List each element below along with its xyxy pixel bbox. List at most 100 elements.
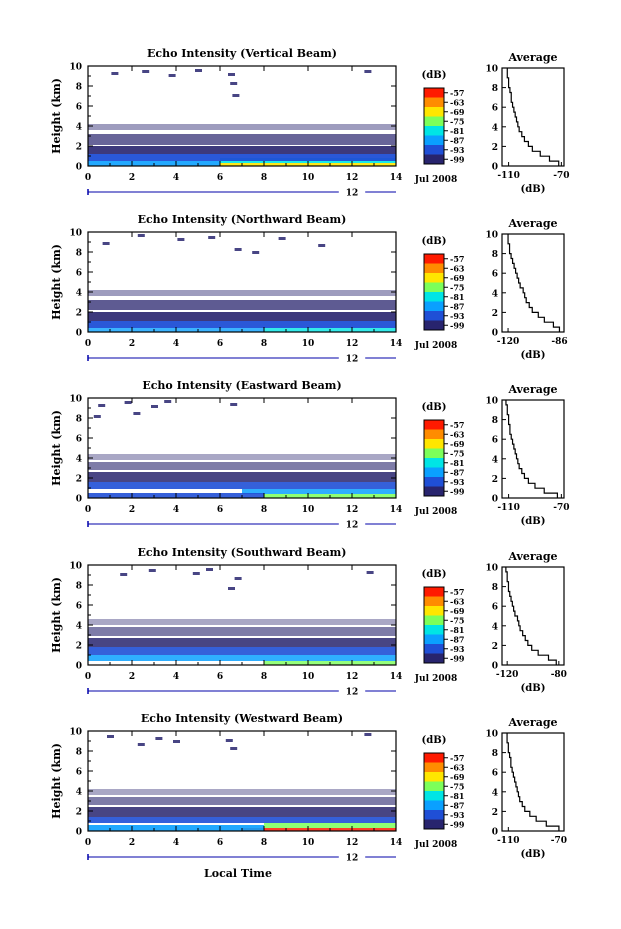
- y-tick-label: 6: [76, 435, 82, 445]
- y-tick-label: 0: [76, 828, 82, 838]
- heatmap-cell: [228, 73, 235, 76]
- profile-y-tick-label: 0: [492, 495, 498, 505]
- colorbar-swatch: [424, 791, 444, 801]
- profile-y-tick-label: 10: [485, 65, 498, 75]
- x-tick-label: 4: [173, 173, 179, 183]
- chart-panel-1: Echo Intensity (Vertical Beam) 0 2 4 6 8 10 0 2 4…: [50, 47, 569, 199]
- profile-y-tick-label: 8: [492, 416, 498, 426]
- profile-title: Average: [507, 550, 557, 563]
- colorbar-tick-label: -57: [450, 88, 464, 98]
- profile-y-tick-label: 4: [492, 622, 498, 632]
- heatmap-band: [88, 797, 396, 805]
- colorbar-tick-label: -87: [450, 634, 464, 644]
- heatmap-cell: [164, 400, 172, 403]
- average-profile: Average 0 2 4 6 8 10 -110 -70 (dB): [485, 51, 569, 195]
- x-tick-label: 0: [85, 339, 91, 349]
- heatmap-cell: [228, 587, 235, 590]
- profile-y-tick-label: 10: [485, 564, 498, 574]
- average-profile: Average 0 2 4 6 8 10 -120 -80 (dB): [485, 550, 566, 694]
- profile-y-tick-label: 2: [492, 642, 498, 652]
- date-label-bg: [338, 685, 366, 695]
- colorbar-swatch: [424, 653, 444, 664]
- colorbar-tick-label: -99: [450, 154, 465, 164]
- x-tick-label: 12: [346, 339, 359, 349]
- x-tick-label: 12: [346, 505, 359, 515]
- y-tick-label: 10: [69, 63, 82, 73]
- y-tick-label: 2: [76, 475, 82, 485]
- date-label: Jul 2008: [414, 674, 457, 684]
- x-axis-label: Local Time: [204, 867, 272, 880]
- y-tick-label: 6: [76, 269, 82, 279]
- heatmap-band: [264, 823, 396, 828]
- chart-panel-4: Echo Intensity (Southward Beam) 0 2 4 6 8 10 0 2…: [50, 546, 567, 698]
- heatmap-cell: [234, 577, 242, 580]
- profile-x-label: (dB): [521, 516, 546, 527]
- colorbar-tick-label: -63: [450, 429, 465, 439]
- profile-x-tick-label: -120: [496, 670, 519, 680]
- heatmap-band: [88, 321, 396, 328]
- y-tick-label: 4: [76, 788, 82, 798]
- colorbar-tick-label: -63: [450, 596, 465, 606]
- profile-y-tick-label: 10: [485, 730, 498, 740]
- heatmap-cell: [234, 248, 242, 251]
- y-tick-label: 4: [76, 455, 82, 465]
- heatmap-band: [242, 489, 396, 494]
- heatmap-cell: [177, 238, 185, 241]
- heatmap-band: [88, 300, 396, 310]
- heatmap-band: [88, 627, 396, 636]
- profile-x-tick-label: -120: [497, 337, 520, 347]
- heatmap-cell: [206, 568, 213, 571]
- profile-x-tick-label: -70: [551, 836, 567, 846]
- chart-title: Echo Intensity (Eastward Beam): [142, 379, 341, 392]
- date-label: Jul 2008: [414, 507, 457, 517]
- heatmap-band: [88, 789, 396, 795]
- colorbar-swatch: [424, 772, 444, 782]
- chart-title: Echo Intensity (Westward Beam): [141, 712, 343, 725]
- y-tick-label: 8: [76, 249, 82, 259]
- heatmap-cell: [137, 234, 145, 237]
- chart-title: Echo Intensity (Southward Beam): [138, 546, 347, 559]
- colorbar: (dB)-57-63-69-75-81-87-93-99: [422, 236, 465, 331]
- heatmap-cell: [151, 405, 158, 408]
- heatmap-cell: [173, 740, 180, 743]
- y-tick-label: 4: [76, 622, 82, 632]
- profile-x-label: (dB): [521, 350, 546, 361]
- colorbar-swatch: [424, 448, 444, 459]
- heatmap-band: [88, 134, 396, 145]
- x-tick-label: 6: [217, 505, 223, 515]
- date-day-label: 12: [346, 688, 359, 698]
- heatmap-cell: [364, 70, 372, 73]
- profile-x-tick-label: -110: [497, 836, 520, 846]
- colorbar-swatch: [424, 477, 444, 487]
- colorbar-tick-label: -69: [450, 772, 465, 782]
- average-profile: Average 0 2 4 6 8 10 -110 -70 (dB): [485, 716, 567, 860]
- heatmap-cell: [318, 244, 326, 247]
- y-tick-label: 0: [76, 495, 82, 505]
- heatmap-cell: [120, 573, 128, 576]
- heatmap-cell: [208, 236, 216, 239]
- x-tick-label: 0: [85, 505, 91, 515]
- profile-y-tick-label: 4: [492, 123, 498, 133]
- colorbar-tick-label: -99: [450, 653, 465, 663]
- colorbar-tick-label: -93: [450, 810, 465, 820]
- heatmap-band: [88, 290, 396, 296]
- chart-panel-3: Echo Intensity (Eastward Beam) 0 2 4 6 8 10 0 2 4…: [50, 379, 569, 531]
- colorbar-frame: [423, 87, 445, 165]
- colorbar-swatch: [424, 819, 444, 830]
- y-tick-label: 2: [76, 143, 82, 153]
- x-tick-label: 4: [173, 505, 179, 515]
- colorbar-swatch: [424, 254, 444, 264]
- colorbar-swatch: [424, 596, 444, 607]
- colorbar-tick-label: -57: [450, 420, 464, 430]
- date-label: Jul 2008: [414, 840, 457, 850]
- heatmap-band: [88, 124, 396, 130]
- colorbar-tick-label: -93: [450, 311, 465, 321]
- heatmap-cell: [98, 404, 106, 407]
- chart-title: Echo Intensity (Vertical Beam): [147, 47, 337, 60]
- date-day-label: 12: [346, 521, 359, 531]
- x-tick-label: 8: [261, 672, 267, 682]
- colorbar-tick-label: -69: [450, 439, 465, 449]
- colorbar-swatch: [424, 439, 444, 449]
- y-tick-label: 8: [76, 83, 82, 93]
- heatmap-band: [88, 647, 396, 655]
